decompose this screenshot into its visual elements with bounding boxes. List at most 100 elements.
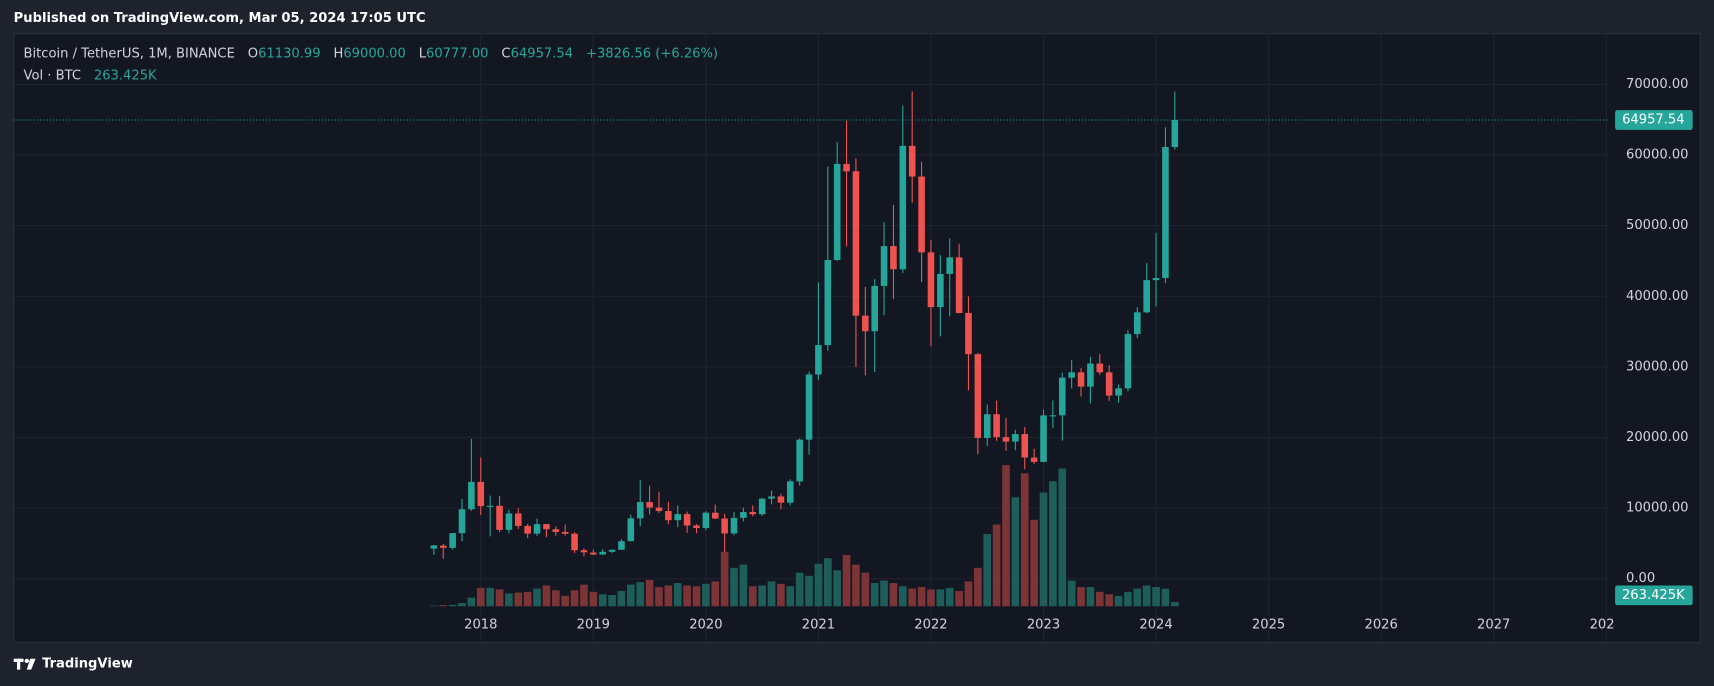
volume-bar [1114, 595, 1123, 607]
candle-body [890, 246, 897, 270]
volume-bar [1124, 591, 1132, 607]
candle-body [787, 481, 794, 503]
x-tick-label: 2018 [464, 617, 497, 632]
volume-bar [1170, 602, 1179, 607]
candle-body [458, 509, 466, 534]
candle-body [918, 176, 925, 253]
x-tick-label: 2020 [689, 617, 722, 632]
candle-body [1049, 415, 1057, 417]
candle-body [430, 545, 438, 549]
volume-layer [430, 465, 1179, 607]
candle-body [1077, 372, 1085, 387]
candle-body [580, 550, 588, 553]
volume-bar [1077, 587, 1085, 607]
volume-bar [842, 554, 851, 607]
candle-body [852, 171, 860, 316]
legend-key: C [501, 46, 510, 61]
y-tick-label: 70000.00 [1626, 77, 1688, 92]
volume-bar [739, 564, 748, 607]
volume-bar [964, 581, 973, 607]
volume-bar [523, 591, 532, 607]
candle-body [777, 496, 785, 503]
candle-body [1040, 415, 1047, 462]
candle-body [1134, 312, 1141, 335]
candle-body [571, 533, 578, 551]
candle-body [1058, 377, 1066, 416]
candle-body [1002, 437, 1010, 442]
volume-bar [917, 587, 926, 607]
x-tick-label: 2028 [1590, 617, 1623, 632]
volume-bar [1086, 587, 1095, 607]
volume-bar [608, 595, 616, 607]
x-axis: 2018 2019 2020 2021 2022 2023 2024 2025 2026 2027… [464, 617, 1623, 632]
legend-key: L [419, 46, 427, 61]
volume-bar [1020, 473, 1029, 607]
candle-body [515, 513, 522, 526]
volume-bar [430, 605, 438, 607]
candle-body [740, 512, 747, 518]
x-tick-label: 2027 [1477, 617, 1510, 632]
volume-bar [955, 591, 963, 607]
candle-body [646, 502, 653, 508]
x-tick-label: 2026 [1364, 617, 1397, 632]
candle-body [590, 552, 597, 555]
candle-body [1115, 388, 1122, 396]
volume-bar [927, 589, 935, 607]
volume-bar [1105, 594, 1113, 607]
candle-body [618, 541, 625, 550]
y-axis: 0.00 10000.00 20000.00 30000.00 40000.00 5000… [1626, 77, 1688, 586]
candle-body [552, 529, 560, 532]
candle-body [1105, 372, 1113, 396]
volume-bar [833, 570, 842, 607]
volume-bar [514, 592, 523, 607]
chart-pane [13, 33, 1701, 643]
volume-bar [542, 585, 551, 607]
y-tick-label: 50000.00 [1626, 218, 1688, 233]
price-tags: 64957.54 263.425K [1615, 110, 1693, 606]
candle-body [993, 414, 1000, 438]
volume-bar [1002, 465, 1010, 607]
volume-bar [1039, 492, 1048, 607]
last-price-label: 64957.54 [1622, 113, 1684, 128]
candle-body [983, 414, 991, 438]
candle-body [505, 513, 513, 530]
candle-body [477, 481, 485, 507]
y-tick-label: 10000.00 [1626, 501, 1688, 516]
volume-bar [870, 583, 879, 607]
volume-bar [1049, 481, 1057, 607]
candle-body [439, 545, 447, 548]
candle-body [636, 502, 644, 519]
volume-bar [495, 589, 504, 607]
x-tick-label: 2022 [914, 617, 947, 632]
volume-bar [645, 579, 654, 607]
candle-body [1152, 278, 1160, 281]
candle-body [1162, 147, 1169, 279]
candle-body [533, 524, 541, 534]
volume-bar [1011, 497, 1020, 607]
candle-body [974, 354, 982, 438]
candle-body [805, 374, 813, 440]
candle-body [955, 257, 963, 313]
legend-value: 64957.54 [511, 46, 573, 61]
volume-bar [1058, 468, 1067, 607]
volume-bar [655, 587, 663, 607]
volume-bar [974, 567, 982, 607]
candle-body [927, 252, 935, 308]
candle-body [880, 246, 888, 286]
candle-body [1087, 363, 1094, 387]
volume-bar [561, 595, 570, 607]
volume-bar [1030, 519, 1038, 607]
volume-bar [945, 587, 954, 607]
last-volume-label: 263.425K [1622, 588, 1685, 603]
x-tick-label: 2024 [1139, 617, 1172, 632]
y-tick-label: 60000.00 [1626, 148, 1688, 163]
y-tick-label: 20000.00 [1626, 430, 1688, 445]
volume-bar [448, 604, 457, 607]
x-tick-label: 2023 [1027, 617, 1060, 632]
volume-bar [673, 583, 682, 607]
volume-bar [598, 594, 607, 607]
volume-bar [580, 584, 588, 607]
volume-legend-value: 263.425K [94, 68, 157, 83]
candle-body [768, 496, 775, 499]
